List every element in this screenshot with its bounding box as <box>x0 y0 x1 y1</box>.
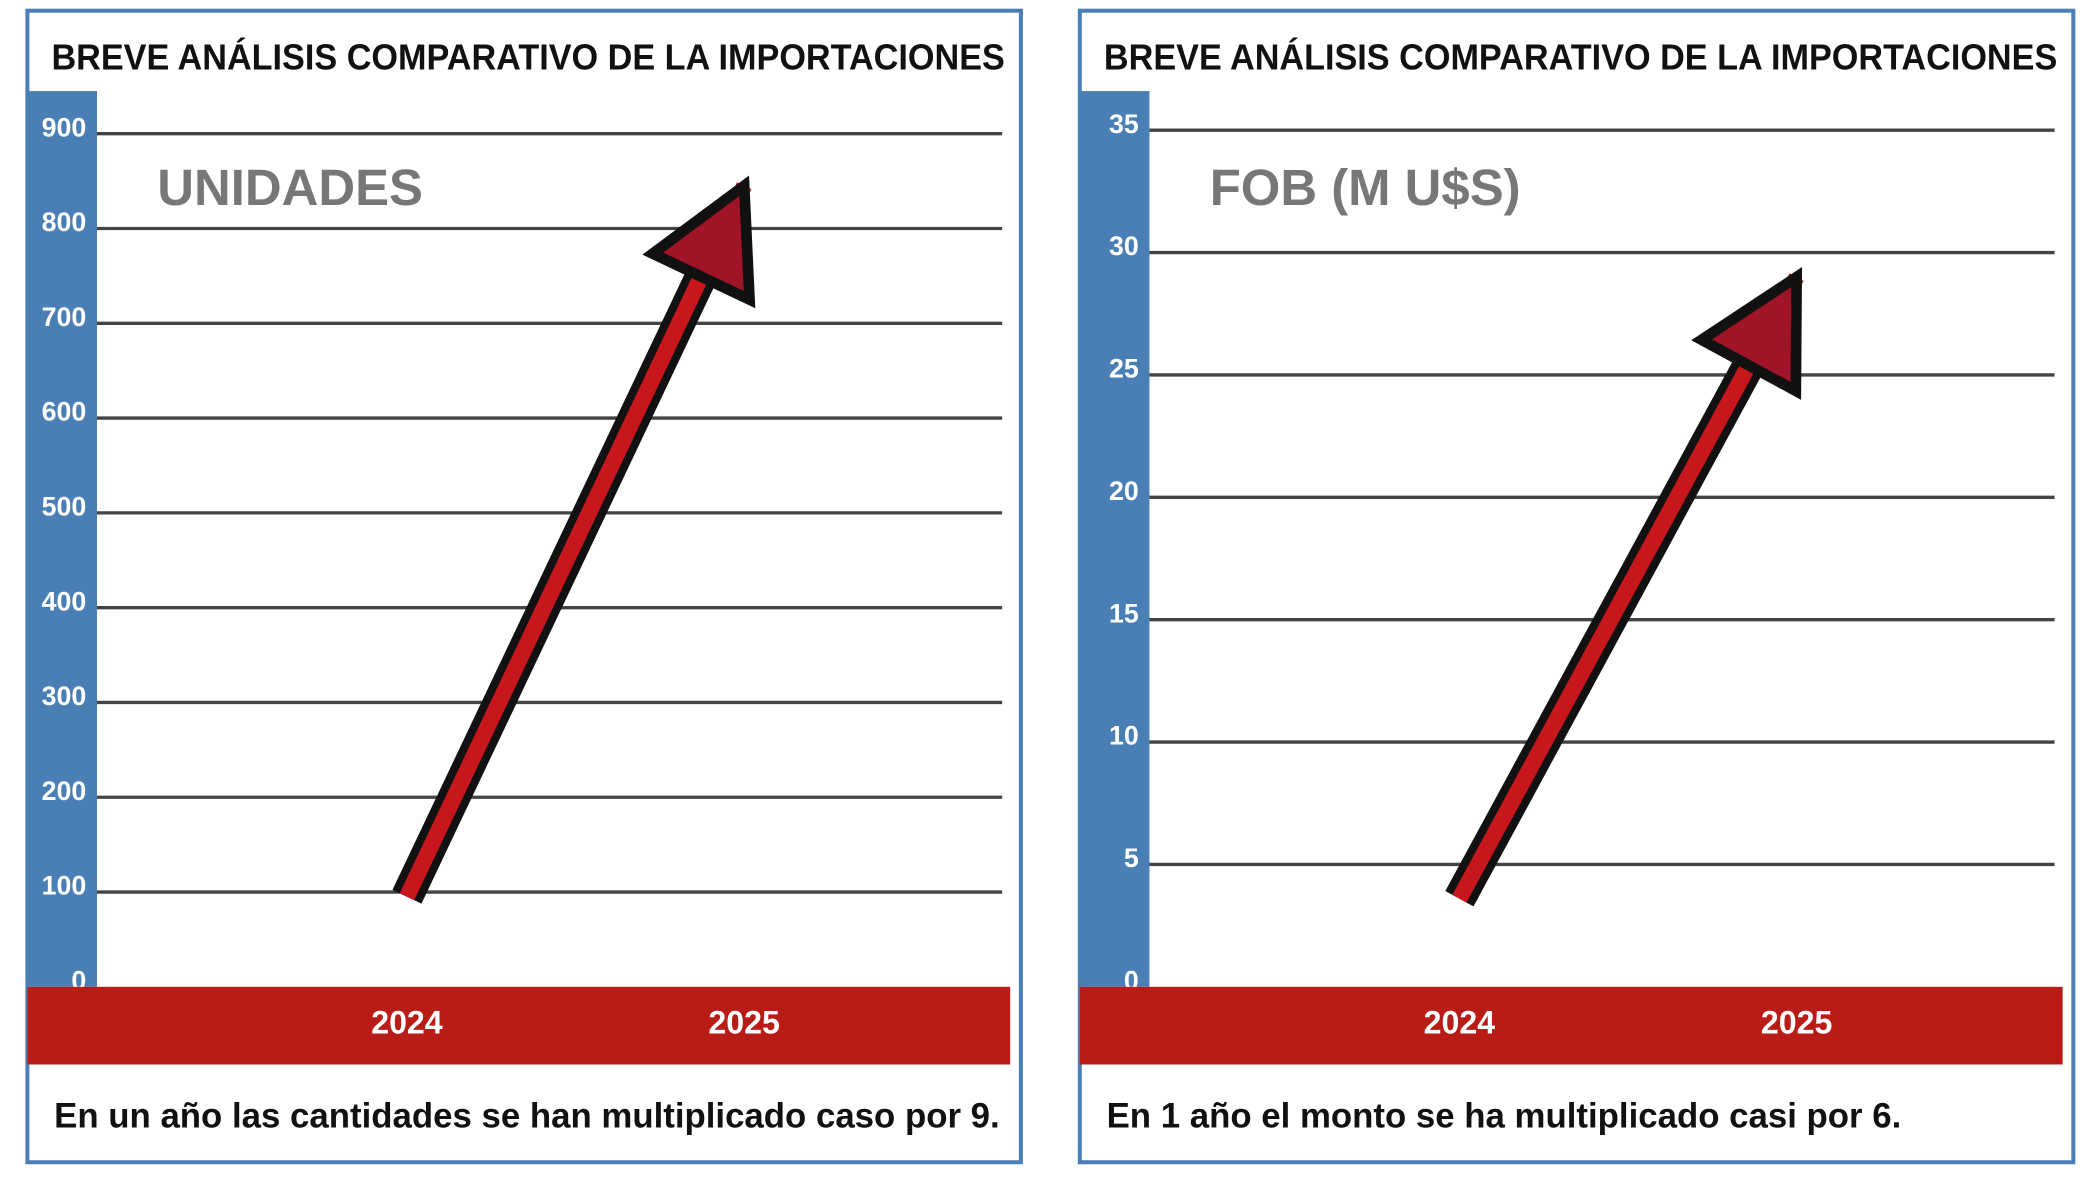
y-tick-label: 800 <box>42 207 87 237</box>
chart-panel: BREVE ANÁLISIS COMPARATIVO DE LA IMPORTA… <box>25 8 1023 1165</box>
y-tick-label: 10 <box>1109 721 1139 751</box>
y-tick-label: 500 <box>42 492 87 522</box>
arrow-line <box>399 182 752 901</box>
arrow-head <box>642 175 756 309</box>
arrow-line <box>1452 273 1804 903</box>
y-tick-label: 20 <box>1109 476 1139 506</box>
y-tick-label: 5 <box>1124 843 1139 873</box>
y-tick-label: 35 <box>1109 109 1139 139</box>
chart-panel: BREVE ANÁLISIS COMPARATIVO DE LA IMPORTA… <box>1077 8 2076 1165</box>
arrow-head <box>1691 267 1803 400</box>
category-band <box>1079 986 2063 1065</box>
chart-subtitle: FOB (M U$S) <box>1210 159 1521 216</box>
y-tick-label: 400 <box>42 586 87 616</box>
x-tick-label: 2025 <box>708 1005 779 1041</box>
y-axis-band <box>27 91 98 987</box>
chart-note: En un año las cantidades se han multipli… <box>54 1096 1000 1135</box>
y-tick-label: 200 <box>42 776 87 806</box>
y-tick-label: 15 <box>1109 598 1139 628</box>
panel-border <box>1077 8 2076 1165</box>
y-tick-label: 300 <box>42 681 87 711</box>
panel-border <box>25 8 1023 1165</box>
y-tick-label: 700 <box>42 302 87 332</box>
x-tick-label: 2024 <box>371 1005 443 1041</box>
x-tick-label: 2025 <box>1761 1005 1832 1041</box>
y-tick-label: 25 <box>1109 354 1139 384</box>
y-tick-label: 600 <box>42 397 87 427</box>
y-tick-label: 900 <box>42 112 87 142</box>
chart-title: BREVE ANÁLISIS COMPARATIVO DE LA IMPORTA… <box>1104 37 2057 78</box>
y-tick-label: 100 <box>42 871 87 901</box>
chart-note: En 1 año el monto se ha multiplicado cas… <box>1107 1096 1902 1135</box>
chart-subtitle: UNIDADES <box>157 159 423 216</box>
category-band <box>27 986 1011 1065</box>
y-axis-band <box>1079 91 1150 987</box>
y-tick-label: 30 <box>1109 231 1139 261</box>
x-tick-label: 2024 <box>1424 1005 1496 1041</box>
chart-title: BREVE ANÁLISIS COMPARATIVO DE LA IMPORTA… <box>51 37 1004 78</box>
